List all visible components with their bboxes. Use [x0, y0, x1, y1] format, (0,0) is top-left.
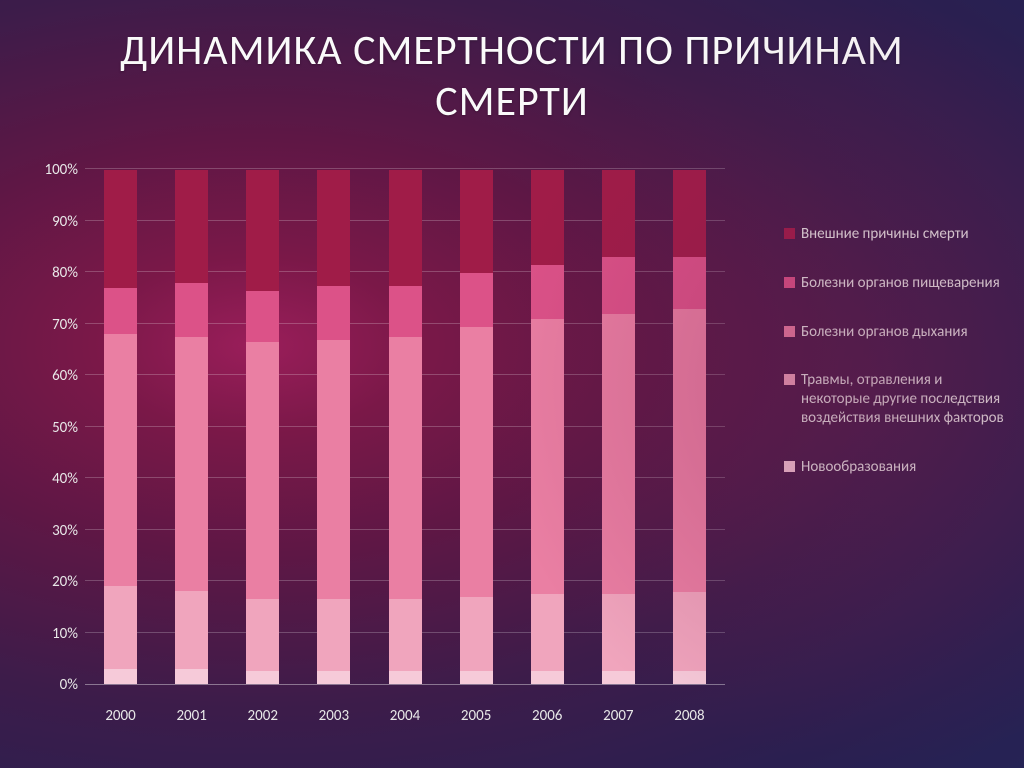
- segment-s2: [104, 334, 137, 586]
- segment-s0: [317, 671, 350, 684]
- segment-s3: [531, 265, 564, 319]
- y-axis-label: 10%: [30, 625, 78, 643]
- segment-s2: [531, 319, 564, 594]
- y-axis-label: 40%: [30, 470, 78, 488]
- x-axis-label: 2003: [304, 707, 364, 725]
- legend-swatch: [784, 228, 795, 239]
- legend-label: Внешние причины смерти: [801, 225, 969, 244]
- bar-2002: [246, 170, 279, 684]
- x-axis-label: 2005: [446, 707, 506, 725]
- legend-item-s3: Болезни органов пищеварения: [784, 274, 1004, 293]
- segment-s2: [602, 314, 635, 594]
- bar-2003: [317, 170, 350, 684]
- segment-s3: [460, 273, 493, 327]
- segment-s3: [673, 257, 706, 308]
- segment-s0: [246, 671, 279, 684]
- gridline: [85, 168, 725, 169]
- segment-s3: [104, 288, 137, 334]
- x-axis-label: 2008: [659, 707, 719, 725]
- segment-s2: [175, 337, 208, 591]
- segment-s4: [389, 170, 422, 286]
- segment-s2: [460, 327, 493, 597]
- segment-s0: [104, 669, 137, 684]
- legend-label: Болезни органов дыхания: [801, 323, 968, 342]
- segment-s1: [246, 599, 279, 671]
- x-axis-label: 2004: [375, 707, 435, 725]
- legend-swatch: [784, 374, 795, 385]
- legend-label: Болезни органов пищеварения: [801, 274, 1000, 293]
- legend-item-s4: Внешние причины смерти: [784, 225, 1004, 244]
- segment-s3: [602, 257, 635, 314]
- bar-2000: [104, 170, 137, 684]
- bar-2005: [460, 170, 493, 684]
- segment-s1: [104, 586, 137, 668]
- segment-s4: [175, 170, 208, 283]
- x-axis-label: 2007: [588, 707, 648, 725]
- segment-s3: [175, 283, 208, 337]
- segment-s3: [389, 286, 422, 337]
- x-axis-label: 2002: [233, 707, 293, 725]
- segment-s0: [673, 671, 706, 684]
- segment-s2: [246, 342, 279, 599]
- y-axis-label: 60%: [30, 367, 78, 385]
- x-axis-label: 2000: [91, 707, 151, 725]
- y-axis-label: 100%: [30, 161, 78, 179]
- segment-s0: [175, 669, 208, 684]
- x-axis-label: 2006: [517, 707, 577, 725]
- segment-s4: [104, 170, 137, 288]
- legend-item-s1: Травмы, отравления и некоторые другие по…: [784, 371, 1004, 427]
- legend-label: Новообразования: [801, 458, 916, 477]
- segment-s0: [531, 671, 564, 684]
- legend-swatch: [784, 277, 795, 288]
- segment-s1: [531, 594, 564, 671]
- bar-2004: [389, 170, 422, 684]
- segment-s2: [389, 337, 422, 599]
- legend: Внешние причины смерти Болезни органов пи…: [784, 225, 1004, 506]
- y-axis-label: 50%: [30, 419, 78, 437]
- segment-s4: [531, 170, 564, 265]
- segment-s4: [317, 170, 350, 286]
- segment-s4: [460, 170, 493, 273]
- segment-s1: [389, 599, 422, 671]
- segment-s1: [317, 599, 350, 671]
- bar-2007: [602, 170, 635, 684]
- segment-s2: [317, 340, 350, 600]
- legend-label: Травмы, отравления и некоторые другие по…: [801, 371, 1004, 427]
- segment-s1: [175, 591, 208, 668]
- segment-s3: [246, 291, 279, 342]
- y-axis-label: 0%: [30, 676, 78, 694]
- segment-s0: [460, 671, 493, 684]
- bar-2006: [531, 170, 564, 684]
- y-axis-label: 90%: [30, 213, 78, 231]
- segment-s1: [673, 592, 706, 672]
- segment-s0: [602, 671, 635, 684]
- segment-s3: [317, 286, 350, 340]
- segment-s1: [460, 597, 493, 672]
- y-axis-label: 20%: [30, 573, 78, 591]
- legend-swatch: [784, 461, 795, 472]
- segment-s4: [246, 170, 279, 291]
- segment-s4: [602, 170, 635, 257]
- chart-title: ДИНАМИКА СМЕРТНОСТИ ПО ПРИЧИНАМ СМЕРТИ: [0, 0, 1024, 142]
- segment-s4: [673, 170, 706, 257]
- y-axis-label: 80%: [30, 264, 78, 282]
- segment-s1: [602, 594, 635, 671]
- legend-item-s0: Новообразования: [784, 458, 1004, 477]
- legend-swatch: [784, 326, 795, 337]
- segment-s2: [673, 309, 706, 592]
- y-axis-label: 70%: [30, 316, 78, 334]
- chart-area: 0%10%20%30%40%50%60%70%80%90%100% 200020…: [30, 165, 765, 735]
- bar-2008: [673, 170, 706, 684]
- legend-item-s2: Болезни органов дыхания: [784, 323, 1004, 342]
- segment-s0: [389, 671, 422, 684]
- x-axis-label: 2001: [162, 707, 222, 725]
- y-axis-label: 30%: [30, 522, 78, 540]
- bar-2001: [175, 170, 208, 684]
- plot-area: [85, 170, 725, 685]
